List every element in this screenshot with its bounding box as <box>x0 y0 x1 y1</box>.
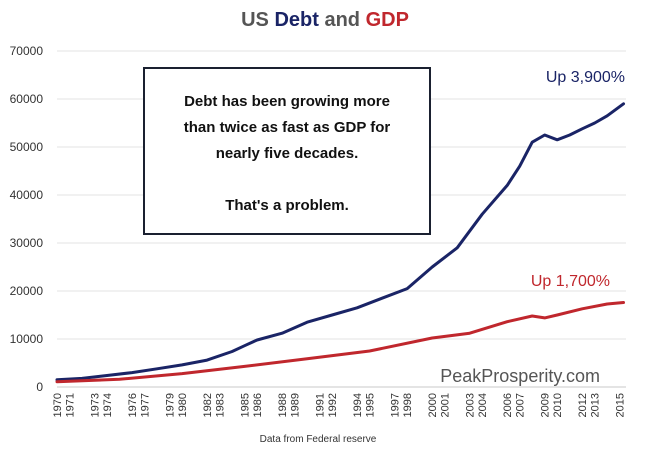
x-tick-label: 1971 <box>65 393 77 417</box>
x-tick-label: 1973 <box>90 393 102 417</box>
x-tick-label: 2006 <box>502 393 514 417</box>
chart-title: US Debt and GDP <box>241 9 409 31</box>
y-tick-label: 40000 <box>10 188 44 202</box>
x-axis-label: Data from Federal reserve <box>260 434 377 445</box>
gdp-series-line <box>55 301 625 384</box>
x-tick-label: 1980 <box>177 393 189 417</box>
x-tick-label: 1982 <box>202 393 214 417</box>
y-tick-label: 30000 <box>10 236 44 250</box>
y-axis-ticks: 0 10000 20000 30000 40000 50000 60000 70000 <box>10 44 44 394</box>
x-tick-label: 2001 <box>440 393 452 417</box>
x-tick-label: 1988 <box>277 393 289 417</box>
x-tick-label: 1974 <box>102 393 114 417</box>
annotation-box: Debt has been growing more than twice as … <box>143 67 431 235</box>
debt-series-line <box>55 102 625 382</box>
x-tick-label: 1970 <box>52 393 64 417</box>
x-tick-label: 2010 <box>552 393 564 417</box>
y-tick-label: 50000 <box>10 140 44 154</box>
x-tick-label: 2013 <box>590 393 602 417</box>
title-part-2: and <box>319 9 366 31</box>
x-tick-label: 1977 <box>140 393 152 417</box>
y-tick-label: 10000 <box>10 332 44 346</box>
x-tick-label: 1986 <box>252 393 264 417</box>
x-tick-label: 2004 <box>477 393 489 417</box>
y-tick-label: 0 <box>36 380 43 394</box>
x-tick-label: 1985 <box>240 393 252 417</box>
annotation-box-frame <box>143 67 431 235</box>
annotation-box-line: Debt has been growing more <box>184 93 390 110</box>
annotation-box-text: Debt has been growing more than twice as … <box>184 93 391 214</box>
title-part-1: Debt <box>274 9 319 31</box>
watermark: PeakProsperity.com <box>440 366 600 386</box>
title-part-0: US <box>241 9 274 31</box>
y-tick-label: 60000 <box>10 92 44 106</box>
x-axis-ticks: 1970 1971 1973 1974 1976 1977 1979 1980 1982 1983… <box>52 393 627 417</box>
x-tick-label: 1976 <box>127 393 139 417</box>
x-tick-label: 1991 <box>315 393 327 417</box>
x-tick-label: 1994 <box>352 393 364 417</box>
x-tick-label: 2007 <box>515 393 527 417</box>
annotation-box-line: nearly five decades. <box>216 145 359 162</box>
x-tick-label: 1998 <box>402 393 414 417</box>
title-part-3: GDP <box>366 9 409 31</box>
annotation-box-line: That's a problem. <box>225 197 349 214</box>
x-tick-label: 1997 <box>390 393 402 417</box>
x-tick-label: 2012 <box>577 393 589 417</box>
x-tick-label: 2015 <box>615 393 627 417</box>
gdp-growth-label: Up 1,700% <box>531 273 610 290</box>
x-tick-label: 1992 <box>327 393 339 417</box>
title-text: US Debt and GDP <box>241 9 409 31</box>
x-tick-label: 1995 <box>365 393 377 417</box>
x-tick-label: 1979 <box>165 393 177 417</box>
debt-growth-label: Up 3,900% <box>546 69 625 86</box>
series-lines <box>55 102 625 384</box>
y-tick-label: 20000 <box>10 284 44 298</box>
x-tick-label: 1983 <box>215 393 227 417</box>
x-tick-label: 2003 <box>465 393 477 417</box>
x-tick-label: 2009 <box>540 393 552 417</box>
x-tick-label: 1989 <box>290 393 302 417</box>
annotation-box-line: than twice as fast as GDP for <box>184 119 391 136</box>
y-tick-label: 70000 <box>10 44 44 58</box>
x-tick-label: 2000 <box>427 393 439 417</box>
